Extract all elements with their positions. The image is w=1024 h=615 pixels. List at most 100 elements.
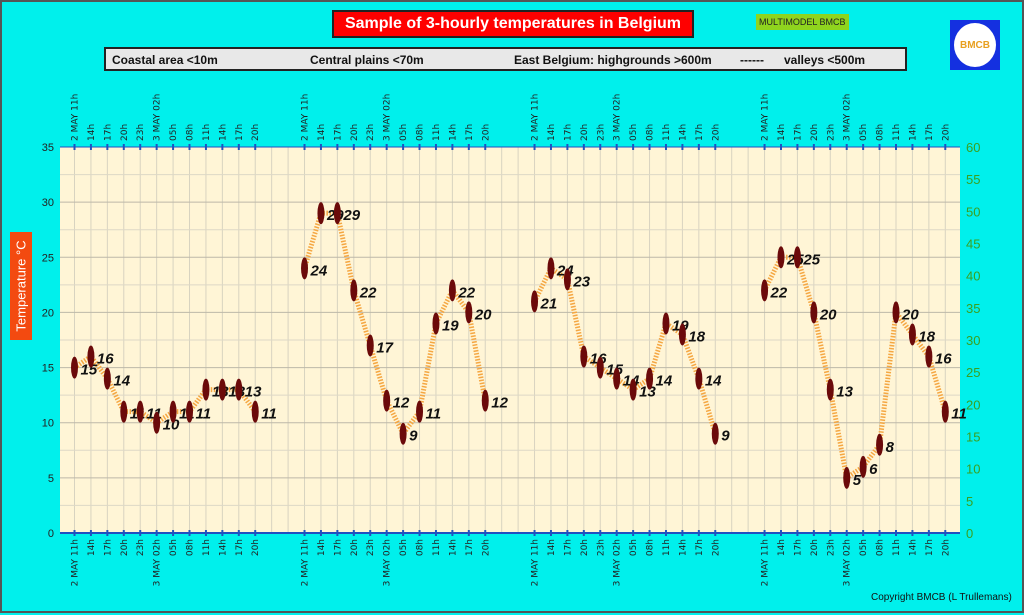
bmcb-logo: BMCB (950, 20, 1000, 70)
x-tick-label-bottom: 08h (876, 539, 886, 556)
x-tick-label-bottom: 14h (87, 539, 97, 556)
data-point (695, 367, 703, 390)
x-tick-label-bottom: 17h (235, 539, 245, 556)
x-tick-label-bottom: 2 MAY 11h (531, 539, 541, 586)
x-tick-label-bottom: 14h (678, 539, 688, 556)
data-point (399, 422, 407, 445)
data-label: 9 (409, 428, 418, 445)
data-label: 14 (113, 373, 130, 390)
legend-separator: ------ (740, 53, 764, 67)
data-point (383, 389, 391, 412)
data-label: 20 (474, 306, 492, 323)
x-tick-label-top: 20h (120, 124, 130, 141)
legend-highgrounds: East Belgium: highgrounds >600m (514, 53, 712, 67)
data-point (711, 422, 719, 445)
data-label: 11 (261, 406, 277, 423)
x-tick-label-top: 14h (317, 124, 327, 141)
data-point (103, 367, 111, 390)
x-tick-label-top: 17h (465, 124, 475, 141)
x-tick-label-top: 20h (810, 124, 820, 141)
data-label: 29 (342, 207, 360, 224)
data-point (416, 400, 424, 423)
x-tick-label-top: 20h (251, 124, 261, 141)
x-tick-label-bottom: 14h (777, 539, 787, 556)
data-label: 13 (245, 384, 262, 401)
data-label: 10 (163, 417, 180, 434)
x-tick-label-top: 2 MAY 11h (761, 94, 771, 141)
x-tick-label-top: 2 MAY 11h (71, 94, 81, 141)
x-tick-label-bottom: 3 MAY 02h (153, 539, 163, 586)
x-tick-label-bottom: 08h (646, 539, 656, 556)
legend-coastal: Coastal area <10m (112, 53, 218, 67)
x-tick-label-bottom: 2 MAY 11h (761, 539, 771, 586)
data-label: 15 (81, 362, 98, 379)
x-tick-label-top: 2 MAY 11h (531, 94, 541, 141)
y-tick-label: 10 (42, 418, 54, 430)
data-label: 16 (935, 351, 952, 368)
data-point (761, 279, 769, 302)
x-tick-label-top: 20h (481, 124, 491, 141)
data-point (892, 301, 900, 324)
y-tick-label: 5 (48, 473, 54, 485)
data-point (580, 345, 588, 368)
x-tick-label-top: 23h (596, 124, 606, 141)
data-point (678, 323, 686, 346)
data-point (169, 400, 177, 423)
data-label: 14 (656, 373, 673, 390)
data-point (826, 378, 834, 401)
y2-tick-label: 25 (966, 365, 980, 380)
legend: Coastal area <10m Central plains <70m Ea… (104, 47, 907, 71)
x-tick-label-top: 17h (103, 124, 113, 141)
x-tick-label-top: 23h (826, 124, 836, 141)
data-label: 9 (721, 428, 730, 445)
x-tick-label-bottom: 3 MAY 02h (383, 539, 393, 586)
x-tick-label-bottom: 17h (465, 539, 475, 556)
copyright: Copyright BMCB (L Trullemans) (871, 592, 1012, 603)
data-point (136, 400, 144, 423)
x-tick-label-bottom: 14h (908, 539, 918, 556)
x-tick-label-bottom: 20h (251, 539, 261, 556)
data-label: 22 (770, 284, 788, 301)
x-tick-label-bottom: 20h (711, 539, 721, 556)
x-tick-label-bottom: 2 MAY 11h (71, 539, 81, 586)
data-point (859, 455, 867, 478)
data-point (153, 411, 161, 434)
x-tick-label-top: 11h (202, 124, 212, 141)
x-tick-label-top: 3 MAY 02h (613, 94, 623, 141)
x-tick-label-top: 3 MAY 02h (843, 94, 853, 141)
x-tick-label-top: 23h (136, 124, 146, 141)
data-label: 13 (639, 384, 656, 401)
y2-tick-label: 10 (966, 462, 980, 477)
y-tick-label: 0 (48, 528, 54, 540)
data-label: 24 (310, 262, 328, 279)
x-tick-label-top: 17h (925, 124, 935, 141)
data-label: 19 (442, 317, 459, 334)
data-point (432, 312, 440, 335)
x-tick-label-top: 17h (695, 124, 705, 141)
x-tick-label-bottom: 20h (481, 539, 491, 556)
data-label: 25 (802, 251, 820, 268)
data-point (547, 257, 555, 280)
data-label: 20 (819, 306, 837, 323)
data-point (941, 400, 949, 423)
data-label: 11 (426, 406, 442, 423)
data-point (876, 433, 884, 456)
data-label: 13 (836, 384, 853, 401)
x-tick-label-top: 14h (218, 124, 228, 141)
data-label: 20 (901, 306, 919, 323)
data-point (301, 257, 309, 280)
data-label: 11 (196, 406, 212, 423)
data-label: 22 (359, 284, 377, 301)
x-tick-label-bottom: 14h (448, 539, 458, 556)
x-tick-label-top: 3 MAY 02h (153, 94, 163, 141)
y2-tick-label: 35 (966, 301, 980, 316)
data-label: 23 (572, 273, 590, 290)
data-label: 18 (918, 328, 935, 345)
x-tick-label-bottom: 17h (793, 539, 803, 556)
data-label: 8 (886, 439, 895, 456)
x-tick-label-bottom: 14h (317, 539, 327, 556)
data-point (350, 279, 358, 302)
data-label: 14 (705, 373, 722, 390)
data-point (843, 466, 851, 489)
